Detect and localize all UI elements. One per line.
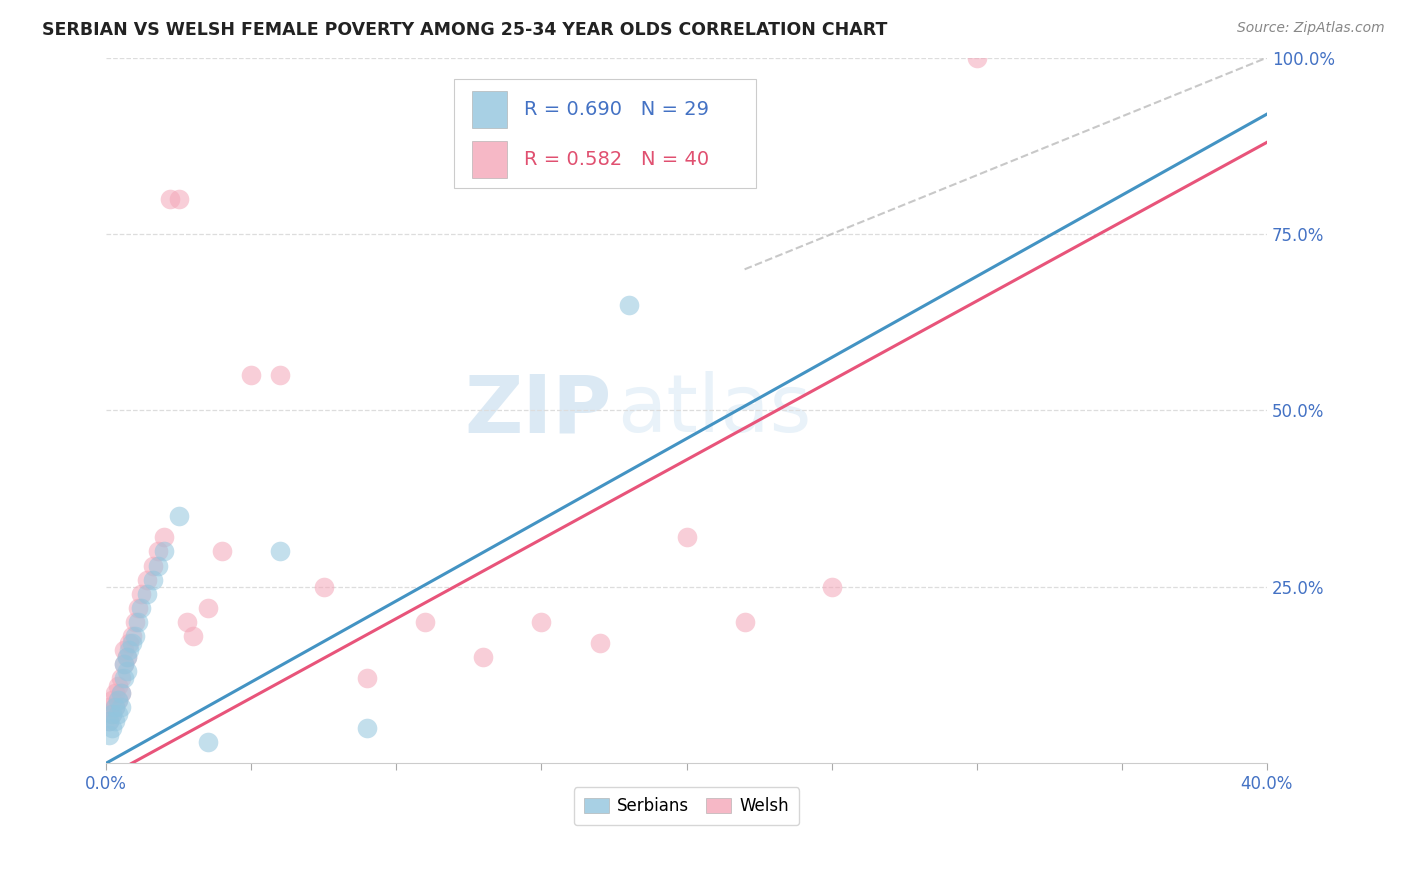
Point <box>356 721 378 735</box>
Point <box>734 615 756 629</box>
Point <box>112 657 135 672</box>
Point <box>98 714 121 728</box>
Point <box>240 368 263 383</box>
FancyBboxPatch shape <box>454 78 756 188</box>
Point <box>112 672 135 686</box>
Point <box>107 692 129 706</box>
Point <box>356 672 378 686</box>
Point <box>821 580 844 594</box>
Point <box>142 558 165 573</box>
Point <box>153 544 176 558</box>
Point <box>121 636 143 650</box>
Point <box>269 368 291 383</box>
Point <box>107 679 129 693</box>
Point <box>107 692 129 706</box>
Point <box>101 721 124 735</box>
Point <box>104 685 127 699</box>
Point <box>101 692 124 706</box>
Point <box>211 544 233 558</box>
Legend: Serbians, Welsh: Serbians, Welsh <box>574 788 799 825</box>
Point <box>124 629 146 643</box>
Point <box>115 650 138 665</box>
Point <box>176 615 198 629</box>
Point <box>617 297 640 311</box>
Point <box>269 544 291 558</box>
Point <box>312 580 335 594</box>
Point <box>966 51 988 65</box>
Bar <box>472 91 506 128</box>
Point <box>129 601 152 615</box>
Text: R = 0.582   N = 40: R = 0.582 N = 40 <box>524 150 709 169</box>
Point <box>153 530 176 544</box>
Point <box>197 601 219 615</box>
Point <box>110 699 132 714</box>
Text: ZIP: ZIP <box>464 371 612 450</box>
Point <box>118 643 141 657</box>
Point <box>112 657 135 672</box>
Point <box>197 735 219 749</box>
Point <box>118 636 141 650</box>
Text: SERBIAN VS WELSH FEMALE POVERTY AMONG 25-34 YEAR OLDS CORRELATION CHART: SERBIAN VS WELSH FEMALE POVERTY AMONG 25… <box>42 21 887 38</box>
Point <box>588 636 610 650</box>
Point <box>121 629 143 643</box>
Text: Source: ZipAtlas.com: Source: ZipAtlas.com <box>1237 21 1385 35</box>
Point <box>142 573 165 587</box>
Point <box>167 509 190 524</box>
Point <box>675 530 697 544</box>
Point <box>704 37 727 51</box>
Point <box>115 650 138 665</box>
Text: atlas: atlas <box>617 371 811 450</box>
Point <box>104 714 127 728</box>
Point <box>148 558 170 573</box>
Point <box>104 699 127 714</box>
Point <box>159 192 181 206</box>
Point <box>112 643 135 657</box>
Text: R = 0.690   N = 29: R = 0.690 N = 29 <box>524 100 709 119</box>
Point <box>135 573 157 587</box>
Point <box>530 615 553 629</box>
Point <box>110 685 132 699</box>
Point <box>135 587 157 601</box>
Point <box>98 728 121 742</box>
Point <box>472 650 495 665</box>
Point <box>101 706 124 721</box>
Point <box>129 587 152 601</box>
Point <box>101 706 124 721</box>
Point <box>98 714 121 728</box>
Point <box>104 699 127 714</box>
Point <box>110 672 132 686</box>
Point <box>98 699 121 714</box>
Point <box>127 615 149 629</box>
Point <box>148 544 170 558</box>
Point <box>415 615 437 629</box>
Point <box>127 601 149 615</box>
Point <box>181 629 204 643</box>
Point <box>167 192 190 206</box>
Bar <box>472 141 506 178</box>
Point <box>107 706 129 721</box>
Point <box>115 665 138 679</box>
Point <box>124 615 146 629</box>
Point <box>110 685 132 699</box>
